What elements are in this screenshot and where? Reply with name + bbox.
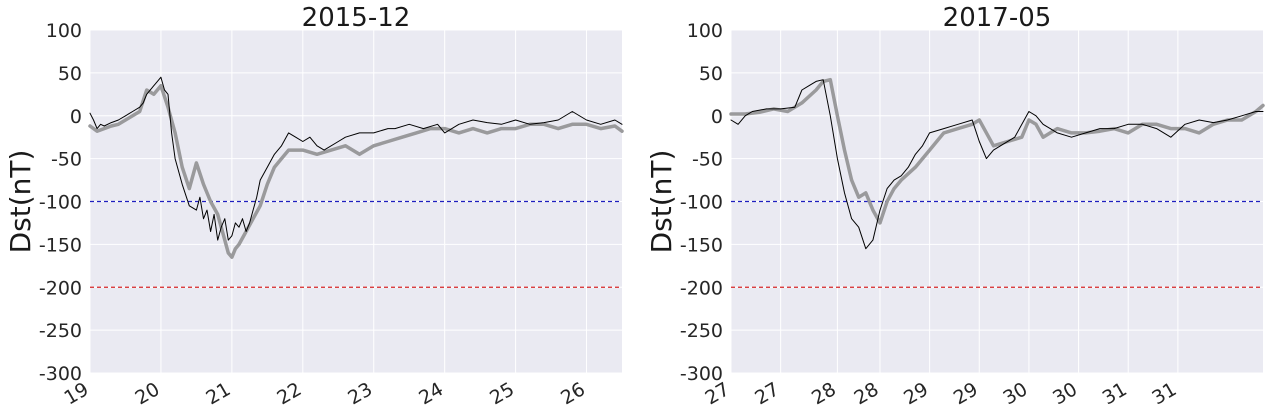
x-tick-label: 27 <box>751 378 783 409</box>
y-tick-label: 50 <box>699 63 723 85</box>
x-tick-label: 25 <box>486 378 518 409</box>
series-line-2 <box>729 77 1265 225</box>
y-tick-label: -150 <box>680 234 723 256</box>
y-tick-label: -250 <box>39 320 82 342</box>
y-tick-label: -50 <box>51 149 82 171</box>
y-tick-label: -50 <box>692 149 723 171</box>
x-tick-label: 29 <box>900 378 932 409</box>
chart-title: 2015-12 <box>302 3 411 33</box>
y-tick-label: -100 <box>39 192 82 214</box>
x-tick-label: 30 <box>1049 378 1081 409</box>
x-tick-label: 26 <box>557 378 589 409</box>
series-line-1 <box>89 76 623 241</box>
y-tick-label: -200 <box>680 277 723 299</box>
x-tick-label: 28 <box>808 378 840 409</box>
x-tick-label: 24 <box>415 378 447 409</box>
y-tick-label: -300 <box>680 363 723 385</box>
y-tick-label: -100 <box>680 192 723 214</box>
y-tick-label: 100 <box>687 20 723 42</box>
y-tick-label: 100 <box>46 20 82 42</box>
series-line-2 <box>88 83 624 259</box>
y-tick-label: 0 <box>711 106 723 128</box>
y-axis-label: Dst(nT) <box>645 150 678 254</box>
y-axis-label: Dst(nT) <box>4 150 37 254</box>
series-line-1 <box>730 79 1264 250</box>
x-tick-label: 20 <box>131 378 163 409</box>
x-tick-label: 30 <box>999 378 1031 409</box>
x-tick-label: 31 <box>1099 378 1131 409</box>
y-tick-label: -300 <box>39 363 82 385</box>
x-tick-label: 31 <box>1148 378 1180 409</box>
x-tick-label: 21 <box>202 378 234 409</box>
x-tick-label: 28 <box>851 378 883 409</box>
x-tick-label: 29 <box>950 378 982 409</box>
x-tick-label: 23 <box>344 378 376 409</box>
y-tick-label: -200 <box>39 277 82 299</box>
y-tick-label: -250 <box>680 320 723 342</box>
chart-title: 2017-05 <box>943 3 1052 33</box>
y-tick-label: 50 <box>58 63 82 85</box>
y-tick-label: 0 <box>70 106 82 128</box>
x-tick-label: 22 <box>273 378 305 409</box>
y-tick-label: -150 <box>39 234 82 256</box>
